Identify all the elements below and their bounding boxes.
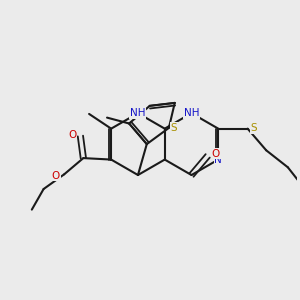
Text: S: S xyxy=(171,123,178,133)
Text: O: O xyxy=(212,148,220,158)
Text: S: S xyxy=(251,123,257,133)
Text: O: O xyxy=(52,171,60,181)
Text: N: N xyxy=(214,154,222,165)
Text: NH: NH xyxy=(130,108,146,118)
Text: NH: NH xyxy=(184,108,199,118)
Text: O: O xyxy=(68,130,76,140)
